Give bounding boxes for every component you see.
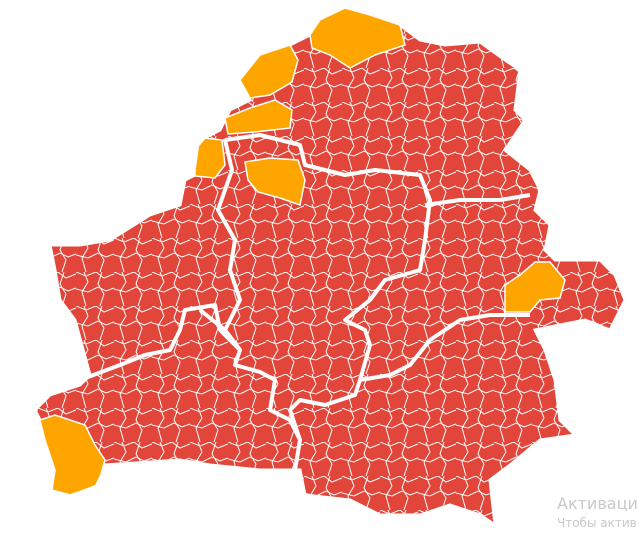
oblast-border: [198, 308, 227, 332]
highlighted-district: [504, 261, 566, 313]
activation-watermark-title: Активаци: [557, 494, 638, 513]
highlighted-districts: [39, 8, 566, 496]
oblast-borders: [79, 133, 531, 471]
highlighted-district: [244, 157, 306, 206]
highlighted-district: [224, 99, 293, 135]
oblast-border: [288, 379, 362, 441]
oblast-border: [79, 303, 242, 382]
oblast-border: [424, 193, 531, 207]
oblast-border: [224, 133, 530, 382]
activation-watermark-subtitle: Чтобы актив: [557, 516, 637, 530]
highlighted-district: [194, 137, 226, 179]
